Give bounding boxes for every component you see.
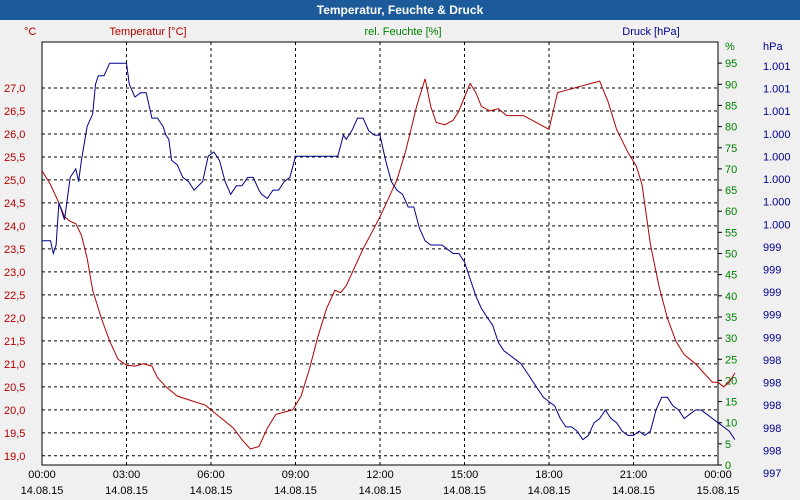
temperature-tick: 19,0: [4, 451, 25, 463]
pressure-tick: 1.000: [763, 129, 791, 141]
humidity-tick: 40: [725, 291, 737, 303]
x-tick-date: 14.08.15: [105, 485, 148, 497]
humidity-tick: 70: [725, 164, 737, 176]
humidity-tick: 20: [725, 375, 737, 387]
x-tick-date: 14.08.15: [274, 485, 317, 497]
pressure-tick: 998: [763, 445, 781, 457]
x-tick-time: 18:00: [535, 469, 563, 481]
x-tick-time: 00:00: [704, 469, 732, 481]
temperature-tick: 23,5: [4, 244, 25, 256]
chart: 00:00 14.08.15 03:00 14.08.15 06:00 14.08.15 0…: [0, 20, 800, 500]
temperature-tick: 22,5: [4, 290, 25, 302]
pressure-axis-title: Druck [hPa]: [622, 26, 679, 38]
x-tick-date: 14.08.15: [528, 485, 571, 497]
humidity-tick: 85: [725, 100, 737, 112]
pressure-tick: 1.000: [763, 197, 791, 209]
pressure-tick: 999: [763, 310, 781, 322]
temperature-tick: 23,0: [4, 267, 25, 279]
pressure-series-line: [42, 62, 736, 441]
humidity-tick: 25: [725, 354, 737, 366]
temperature-tick: 22,0: [4, 313, 25, 325]
pressure-tick: 1.000: [763, 219, 791, 231]
x-tick-time: 15:00: [451, 469, 479, 481]
pressure-unit: hPa: [763, 41, 783, 53]
x-tick-date: 14.08.15: [190, 485, 233, 497]
axis-labels: 00:00 14.08.15 03:00 14.08.15 06:00 14.08.15 0…: [4, 26, 791, 497]
humidity-tick: 30: [725, 333, 737, 345]
x-tick-time: 06:00: [197, 469, 225, 481]
humidity-tick: 95: [725, 58, 737, 70]
x-tick-date: 14.08.15: [359, 485, 402, 497]
pressure-tick: 999: [763, 242, 781, 254]
temperature-tick: 25,5: [4, 152, 25, 164]
temperature-axis-title: Temperatur [°C]: [109, 26, 186, 38]
humidity-tick: 90: [725, 79, 737, 91]
temperature-tick: 21,5: [4, 336, 25, 348]
humidity-tick: 60: [725, 206, 737, 218]
temperature-tick: 20,0: [4, 405, 25, 417]
temperature-tick: 26,0: [4, 129, 25, 141]
humidity-tick: 75: [725, 143, 737, 155]
humidity-tick: 80: [725, 122, 737, 134]
pressure-tick: 998: [763, 378, 781, 390]
series-lines: [41, 62, 736, 450]
humidity-tick: 15: [725, 397, 737, 409]
x-tick-date: 14.08.15: [612, 485, 655, 497]
temperature-series-line: [41, 78, 736, 450]
x-tick-date: 15.08.15: [697, 485, 740, 497]
temperature-tick: 25,0: [4, 175, 25, 187]
pressure-tick: 999: [763, 287, 781, 299]
humidity-tick: 45: [725, 270, 737, 282]
x-tick-date: 14.08.15: [443, 485, 486, 497]
humidity-tick: 10: [725, 418, 737, 430]
x-tick-time: 09:00: [282, 469, 310, 481]
temperature-tick: 20,5: [4, 382, 25, 394]
pressure-tick: 1.001: [763, 84, 791, 96]
x-tick-time: 03:00: [113, 469, 141, 481]
temperature-tick: 24,5: [4, 198, 25, 210]
pressure-tick: 1.001: [763, 106, 791, 118]
pressure-tick: 999: [763, 265, 781, 277]
humidity-tick: 35: [725, 312, 737, 324]
temperature-tick: 19,5: [4, 428, 25, 440]
x-tick-time: 12:00: [366, 469, 394, 481]
pressure-tick: 999: [763, 332, 781, 344]
humidity-tick: 65: [725, 185, 737, 197]
pressure-tick: 1.000: [763, 174, 791, 186]
temperature-unit: °C: [24, 26, 36, 38]
grid-lines: [42, 42, 718, 465]
pressure-tick: 1.001: [763, 61, 791, 73]
humidity-tick: 5: [725, 439, 731, 451]
x-tick-date: 14.08.15: [21, 485, 64, 497]
humidity-unit: %: [725, 41, 735, 53]
pressure-tick: 998: [763, 355, 781, 367]
temperature-tick: 24,0: [4, 221, 25, 233]
pressure-tick: 998: [763, 400, 781, 412]
pressure-tick: 1.000: [763, 151, 791, 163]
temperature-tick: 21,0: [4, 359, 25, 371]
x-tick-time: 00:00: [28, 469, 56, 481]
chart-title: Temperatur, Feuchte & Druck: [0, 0, 800, 20]
humidity-tick: 0: [725, 460, 731, 472]
x-tick-time: 21:00: [620, 469, 648, 481]
temperature-tick: 26,5: [4, 106, 25, 118]
humidity-tick: 50: [725, 249, 737, 261]
humidity-tick: 55: [725, 227, 737, 239]
pressure-tick: 997: [763, 468, 781, 480]
temperature-tick: 27,0: [4, 83, 25, 95]
humidity-axis-title: rel. Feuchte [%]: [364, 26, 441, 38]
pressure-tick: 998: [763, 423, 781, 435]
